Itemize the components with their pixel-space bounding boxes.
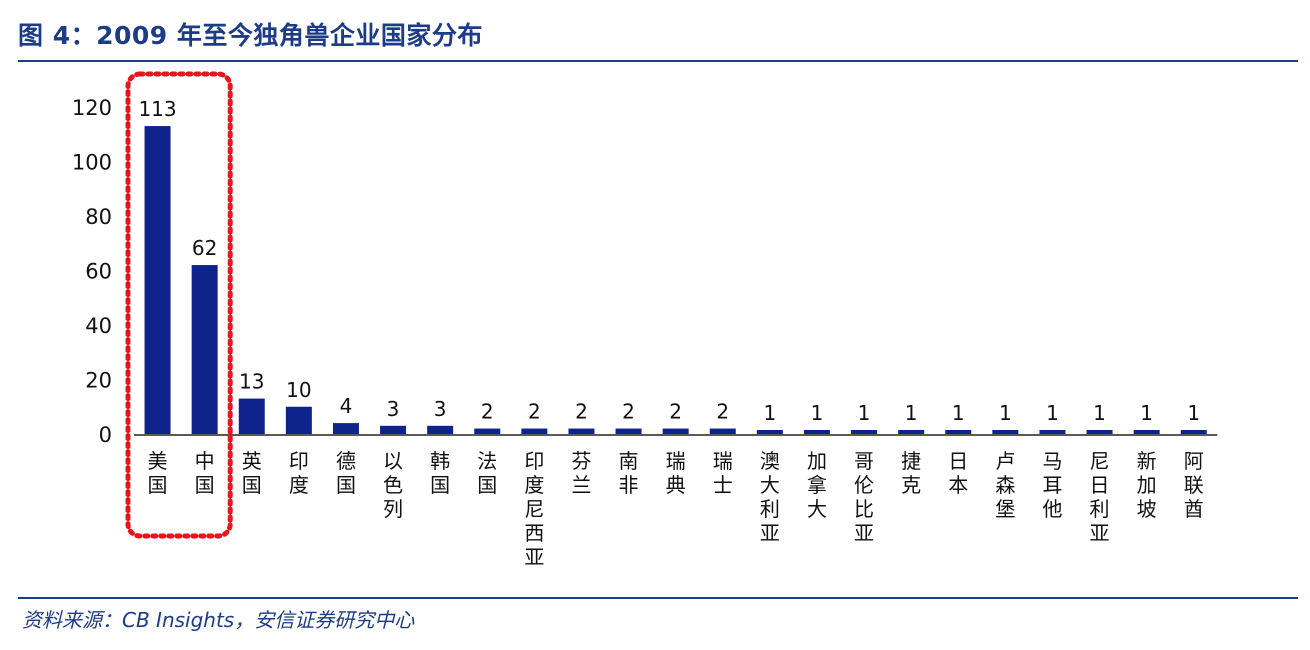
bar [756, 430, 783, 434]
data-label: 3 [434, 397, 447, 421]
data-label: 1 [1046, 401, 1059, 425]
y-tick-label: 100 [72, 151, 112, 175]
category-label: 中国 [195, 449, 215, 497]
highlight-rect [125, 71, 233, 539]
bar [380, 425, 407, 434]
category-label: 澳大利亚 [760, 449, 780, 545]
y-tick-label: 0 [99, 423, 112, 447]
bar [1133, 430, 1160, 434]
data-label: 1 [811, 401, 824, 425]
y-axis: 0 20 40 60 80 100 120 [72, 96, 112, 447]
data-label: 2 [669, 400, 682, 424]
y-tick-label: 40 [85, 314, 112, 338]
data-label: 2 [481, 400, 494, 424]
data-label: 2 [622, 400, 635, 424]
category-label: 以色列 [383, 449, 403, 521]
data-label: 113 [138, 97, 176, 121]
category-label: 卢森堡 [995, 449, 1015, 521]
data-label: 3 [387, 397, 400, 421]
data-label: 1 [763, 401, 776, 425]
bar [1180, 430, 1207, 434]
title-rule [18, 60, 1298, 62]
data-label: 1 [1093, 401, 1106, 425]
bar [285, 406, 312, 434]
category-label: 德国 [336, 449, 356, 497]
bar [191, 265, 218, 434]
bar [898, 430, 925, 434]
category-label: 瑞士 [713, 449, 733, 497]
bar [992, 430, 1019, 434]
bar [332, 423, 359, 434]
bar [803, 430, 830, 434]
data-label: 1 [999, 401, 1012, 425]
data-label: 2 [528, 400, 541, 424]
bar [144, 126, 171, 434]
category-label: 捷克 [901, 449, 921, 497]
category-label: 新加坡 [1137, 449, 1157, 521]
y-tick-label: 120 [72, 96, 112, 120]
category-label: 哥伦比亚 [854, 449, 874, 545]
bar [521, 428, 548, 434]
category-label: 阿联酋 [1184, 449, 1204, 521]
highlight-box [125, 71, 233, 539]
data-label: 1 [952, 401, 965, 425]
category-label: 美国 [148, 449, 168, 497]
category-label: 加拿大 [807, 449, 827, 521]
category-label: 印度 [289, 449, 309, 497]
data-label: 1 [905, 401, 918, 425]
category-label: 马耳他 [1042, 449, 1062, 521]
bar [427, 425, 454, 434]
category-label: 印度尼西亚 [524, 449, 544, 569]
category-label: 瑞典 [666, 449, 686, 497]
bar [1039, 430, 1066, 434]
bar [238, 398, 265, 434]
data-label: 1 [1187, 401, 1200, 425]
bars [144, 126, 1207, 434]
category-label: 日本 [948, 449, 968, 497]
data-label: 13 [239, 370, 264, 394]
data-labels: 113 62 13 10 4 3 3 2 2 2 2 2 2 1 1 1 1 1 1 1 1 1 1 [138, 97, 1200, 425]
bar [662, 428, 689, 434]
bar [615, 428, 642, 434]
category-label: 芬兰 [571, 449, 591, 497]
category-label: 英国 [242, 449, 262, 497]
y-tick-label: 60 [85, 260, 112, 284]
data-label: 1 [1140, 401, 1153, 425]
bar [568, 428, 595, 434]
footer-rule [18, 597, 1298, 599]
source-note: 资料来源：CB Insights，安信证券研究中心 [22, 608, 415, 632]
category-label: 法国 [477, 449, 497, 497]
bar [474, 428, 501, 434]
y-tick-label: 20 [85, 369, 112, 393]
data-label: 62 [192, 236, 217, 260]
bar [945, 430, 972, 434]
category-label: 南非 [619, 449, 639, 497]
data-label: 2 [716, 400, 729, 424]
category-label: 尼日利亚 [1090, 449, 1110, 545]
bar [1086, 430, 1113, 434]
bar [709, 428, 736, 434]
y-tick-label: 80 [85, 205, 112, 229]
data-label: 2 [575, 400, 588, 424]
data-label: 10 [286, 378, 311, 402]
data-label: 4 [340, 394, 353, 418]
bar [851, 430, 878, 434]
chart-title: 图 4：2009 年至今独角兽企业国家分布 [18, 21, 483, 50]
data-label: 1 [858, 401, 871, 425]
category-label: 韩国 [430, 449, 450, 497]
